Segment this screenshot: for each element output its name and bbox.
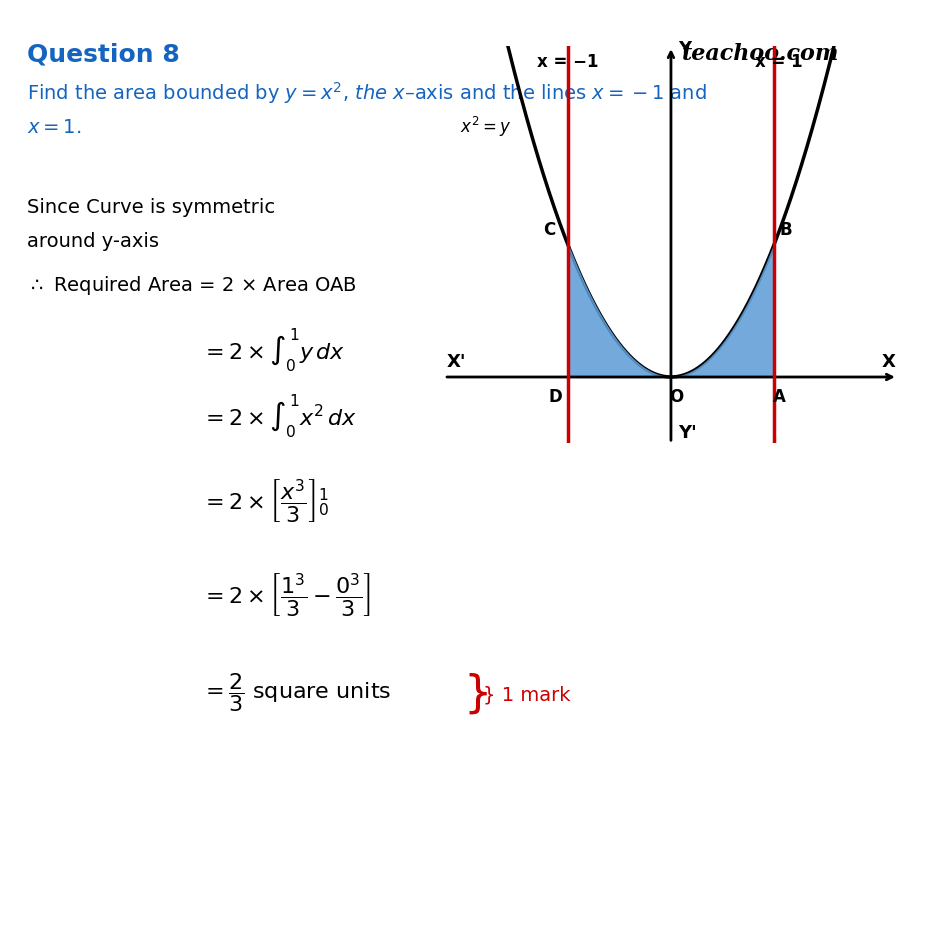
Text: } 1 mark: } 1 mark — [482, 684, 570, 703]
Text: C: C — [543, 221, 555, 239]
Text: $= 2 \times \left[\dfrac{x^3}{3}\right]_0^1$: $= 2 \times \left[\dfrac{x^3}{3}\right]_… — [200, 477, 329, 524]
Text: Y': Y' — [678, 423, 696, 441]
Text: $= \dfrac{2}{3}$ square units: $= \dfrac{2}{3}$ square units — [200, 670, 391, 713]
Text: X': X' — [446, 353, 465, 371]
Text: A: A — [772, 387, 784, 405]
Text: O: O — [668, 387, 683, 405]
Text: x = −1: x = −1 — [536, 53, 598, 71]
Text: Find the area bounded by $y = x^2$, $\mathit{the}$ $\mathit{x}$–axis and the lin: Find the area bounded by $y = x^2$, $\ma… — [27, 80, 706, 106]
Text: Y: Y — [678, 40, 691, 58]
Text: $= 2 \times \int_0^1 x^2 \, dx$: $= 2 \times \int_0^1 x^2 \, dx$ — [200, 392, 356, 440]
Text: $= 2 \times \int_0^1 y \, dx$: $= 2 \times \int_0^1 y \, dx$ — [200, 326, 345, 374]
Text: x = 1: x = 1 — [754, 53, 802, 71]
Text: $= 2 \times \left[\dfrac{1^3}{3} - \dfrac{0^3}{3}\right]$: $= 2 \times \left[\dfrac{1^3}{3} - \dfra… — [200, 571, 370, 618]
Text: B: B — [779, 221, 791, 239]
Text: D: D — [548, 387, 562, 405]
Text: $x^2 = y$: $x^2 = y$ — [459, 115, 511, 139]
Text: X: X — [881, 353, 895, 371]
Text: teachoo.com: teachoo.com — [681, 42, 838, 64]
Text: around y-axis: around y-axis — [27, 231, 160, 250]
Text: $\}$: $\}$ — [463, 670, 487, 715]
Text: $\therefore$ Required Area = 2 $\times$ Area OAB: $\therefore$ Required Area = 2 $\times$ … — [27, 274, 357, 296]
Text: $x = 1$.: $x = 1$. — [27, 118, 82, 137]
Text: Since Curve is symmetric: Since Curve is symmetric — [27, 198, 276, 217]
Text: Question 8: Question 8 — [27, 42, 180, 66]
